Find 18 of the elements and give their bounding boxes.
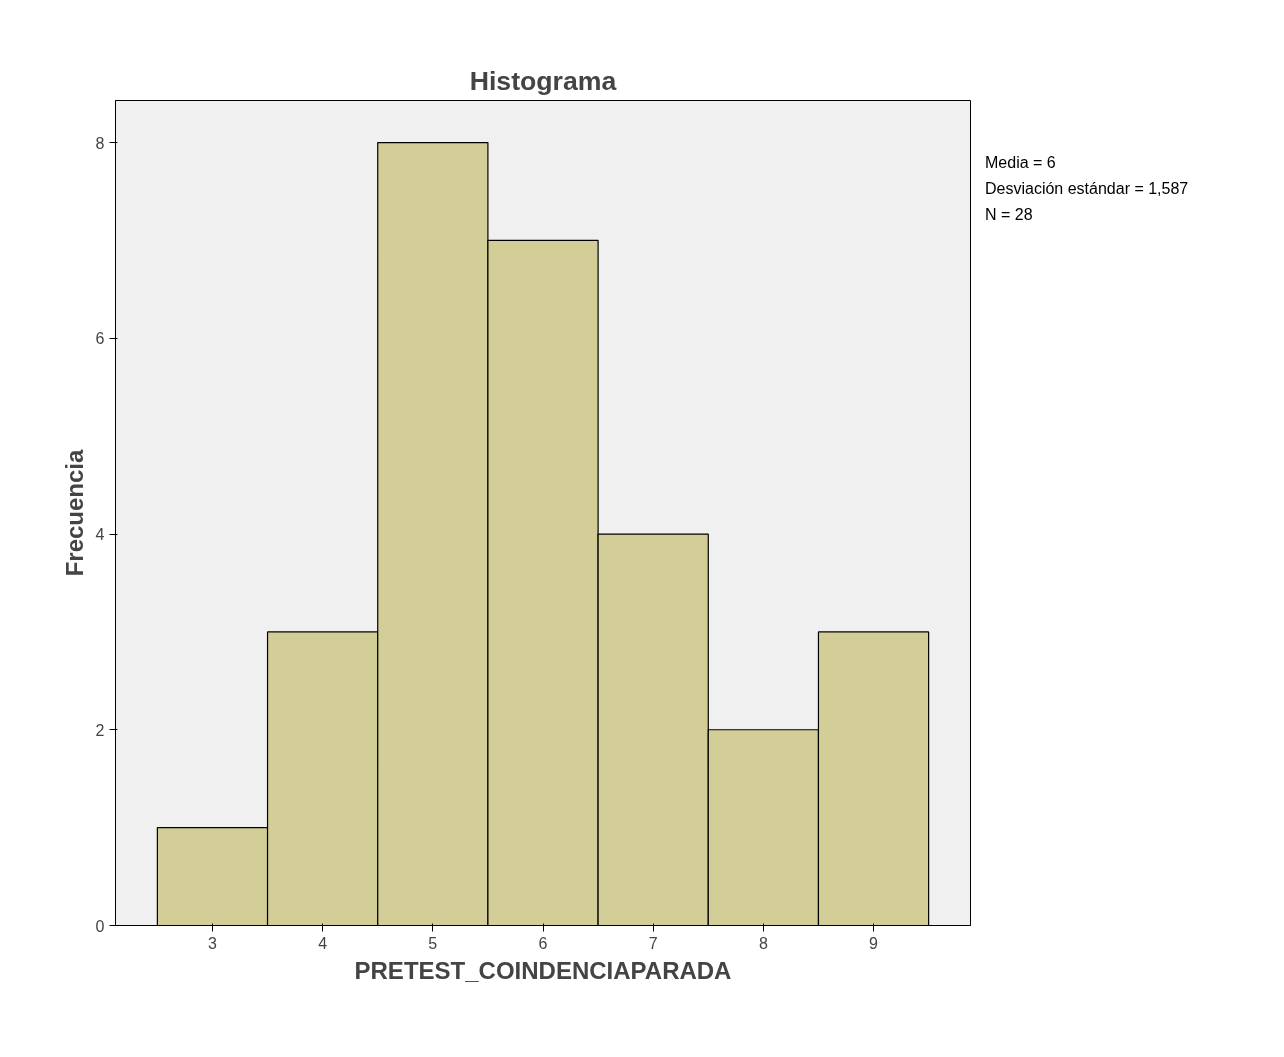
- y-tick-label: 6: [95, 330, 105, 348]
- x-axis-title: PRETEST_COINDENCIAPARADA: [354, 956, 732, 984]
- y-tick-label: 8: [95, 134, 105, 152]
- x-tick-label: 6: [538, 934, 548, 952]
- y-tick-label: 4: [95, 526, 105, 544]
- x-tick-label: 8: [758, 934, 768, 952]
- x-tick-label: 3: [208, 934, 218, 952]
- text: Desviación estándar = 1,587: [985, 180, 1189, 197]
- x-tick-label: 4: [318, 934, 328, 952]
- y-tick-label: 2: [95, 721, 105, 739]
- x-tick-label: 5: [428, 934, 438, 952]
- text: N = 28: [985, 206, 1033, 223]
- chart-title: Histograma: [469, 65, 617, 96]
- x-tick-label: 9: [869, 934, 879, 952]
- y-tick-label: 0: [95, 917, 105, 935]
- x-tick-label: 7: [648, 934, 658, 952]
- y-axis-title: Frecuencia: [60, 448, 88, 577]
- text: Media = 6: [985, 154, 1056, 171]
